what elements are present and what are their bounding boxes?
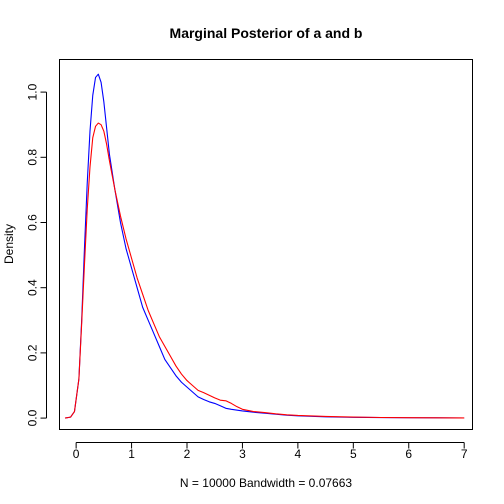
y-tick-label: 0.8 xyxy=(26,149,40,166)
x-tick-label: 3 xyxy=(239,447,246,461)
y-axis-label: Density xyxy=(2,224,16,264)
density-line-2 xyxy=(64,122,465,419)
x-tick-label: 7 xyxy=(461,447,468,461)
series-layer xyxy=(64,73,465,419)
chart-title: Marginal Posterior of a and b xyxy=(170,25,363,41)
density-line-1 xyxy=(64,73,465,419)
x-axis-label: N = 10000 Bandwidth = 0.07663 xyxy=(180,476,352,490)
x-tick-label: 1 xyxy=(128,447,135,461)
x-tick-label: 4 xyxy=(295,447,302,461)
y-axis: 0.0 0.2 0.4 0.6 0.8 1.0 xyxy=(26,83,47,426)
x-tick-label: 2 xyxy=(184,447,191,461)
x-axis: 0 1 2 3 4 5 6 7 xyxy=(73,442,468,461)
x-tick-label: 5 xyxy=(350,447,357,461)
y-tick-label: 0.0 xyxy=(26,409,40,426)
y-tick-label: 0.4 xyxy=(26,279,40,296)
y-tick-label: 0.2 xyxy=(26,344,40,361)
x-tick-label: 6 xyxy=(405,447,412,461)
plot-box xyxy=(59,59,473,430)
y-tick-label: 1.0 xyxy=(26,83,40,100)
y-tick-label: 0.6 xyxy=(26,214,40,231)
x-tick-label: 0 xyxy=(73,447,80,461)
